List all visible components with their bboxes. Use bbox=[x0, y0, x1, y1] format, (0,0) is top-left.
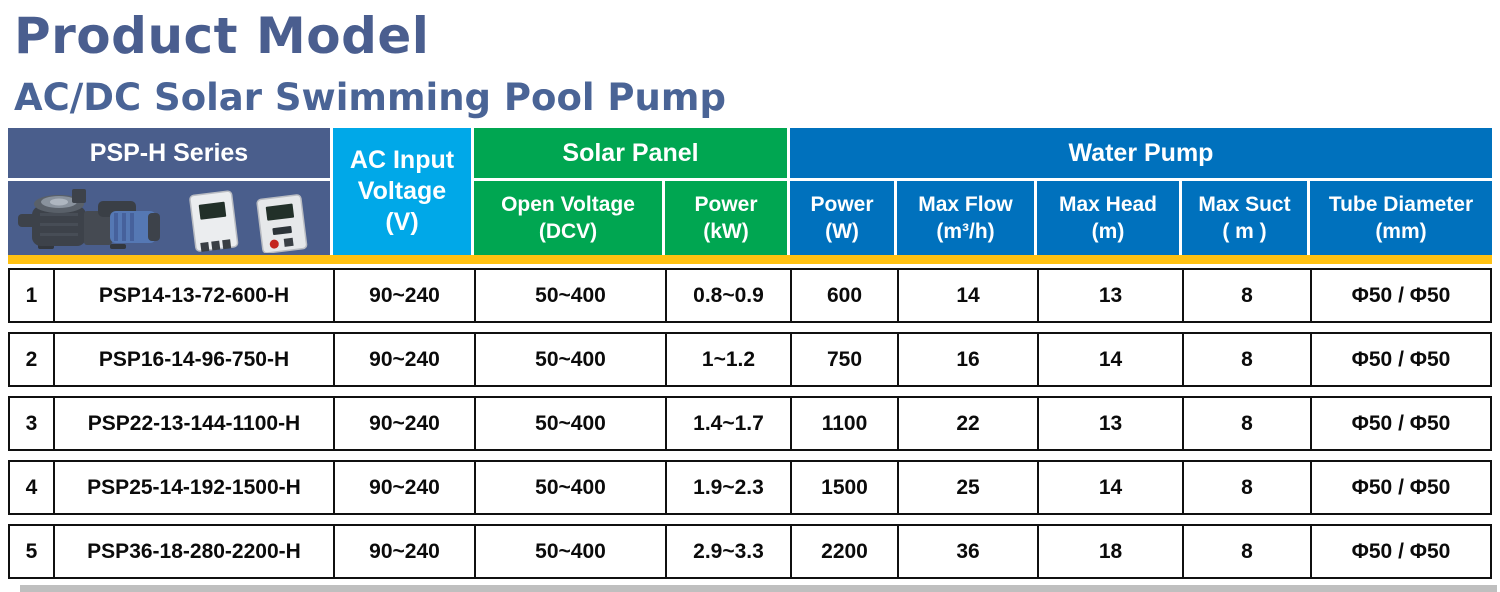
power-kw-cell: 1.4~1.7 bbox=[667, 398, 792, 449]
max-flow-cell: 25 bbox=[899, 462, 1039, 513]
row-number: 1 bbox=[10, 270, 55, 321]
power-kw-cell: 1~1.2 bbox=[667, 334, 792, 385]
max-head-cell: 18 bbox=[1039, 526, 1184, 577]
power-w-header: Power (W) bbox=[790, 181, 897, 255]
max-flow-cell: 22 bbox=[899, 398, 1039, 449]
power-kw-header: Power (kW) bbox=[694, 193, 758, 243]
max-flow-cell: 36 bbox=[899, 526, 1039, 577]
max-flow-cell: 14 bbox=[899, 270, 1039, 321]
ac-input-voltage-header: AC Input Voltage (V) bbox=[333, 128, 474, 255]
open-voltage-cell: 50~400 bbox=[476, 270, 667, 321]
max-suct-header: Max Suct ( m ) bbox=[1182, 181, 1310, 255]
table-row: 1 PSP14-13-72-600-H 90~240 50~400 0.8~0.… bbox=[8, 268, 1492, 323]
power-kw-cell: 2.9~3.3 bbox=[667, 526, 792, 577]
open-voltage-cell: 50~400 bbox=[476, 462, 667, 513]
solar-panel-subheaders: Open Voltage (DCV) Power (kW) bbox=[474, 181, 787, 255]
ac-input-cell: 90~240 bbox=[335, 270, 476, 321]
max-head-cell: 13 bbox=[1039, 398, 1184, 449]
table-row: 5 PSP36-18-280-2200-H 90~240 50~400 2.9~… bbox=[8, 524, 1492, 579]
power-kw-cell: 1.9~2.3 bbox=[667, 462, 792, 513]
model-cell: PSP16-14-96-750-H bbox=[55, 334, 335, 385]
max-flow-cell: 16 bbox=[899, 334, 1039, 385]
max-head-header: Max Head (m) bbox=[1037, 181, 1182, 255]
table-header: PSP-H Series bbox=[8, 128, 1492, 255]
column-group-solar-panel: Solar Panel Open Voltage (DCV) Power (kW… bbox=[474, 128, 790, 255]
column-group-series: PSP-H Series bbox=[8, 128, 333, 255]
open-voltage-cell: 50~400 bbox=[476, 398, 667, 449]
ac-input-cell: 90~240 bbox=[335, 334, 476, 385]
power-w-cell: 1100 bbox=[792, 398, 899, 449]
max-flow-header: Max Flow (m³/h) bbox=[897, 181, 1037, 255]
max-head-cell: 13 bbox=[1039, 270, 1184, 321]
tube-diameter-cell: Φ50 / Φ50 bbox=[1351, 347, 1451, 371]
tube-diameter-cell: Φ50 / Φ50 bbox=[1351, 283, 1451, 307]
power-w-cell: 2200 bbox=[792, 526, 899, 577]
max-suct-cell: 8 bbox=[1184, 334, 1312, 385]
row-number: 3 bbox=[10, 398, 55, 449]
power-w-cell: 600 bbox=[792, 270, 899, 321]
max-head-cell: 14 bbox=[1039, 334, 1184, 385]
model-cell: PSP22-13-144-1100-H bbox=[55, 398, 335, 449]
max-suct-cell: 8 bbox=[1184, 526, 1312, 577]
max-suct-cell: 8 bbox=[1184, 398, 1312, 449]
model-cell: PSP36-18-280-2200-H bbox=[55, 526, 335, 577]
power-w-cell: 1500 bbox=[792, 462, 899, 513]
spec-table: PSP-H Series bbox=[8, 128, 1497, 592]
ac-input-cell: 90~240 bbox=[335, 526, 476, 577]
model-cell: PSP25-14-192-1500-H bbox=[55, 462, 335, 513]
table-row: 3 PSP22-13-144-1100-H 90~240 50~400 1.4~… bbox=[8, 396, 1492, 451]
pump-controller-icon bbox=[255, 194, 307, 253]
row-number: 5 bbox=[10, 526, 55, 577]
power-w-cell: 750 bbox=[792, 334, 899, 385]
solar-panel-header-label: Solar Panel bbox=[474, 128, 787, 181]
pump-controller-icon bbox=[188, 190, 238, 252]
table-row: 2 PSP16-14-96-750-H 90~240 50~400 1~1.2 … bbox=[8, 332, 1492, 387]
ac-input-cell: 90~240 bbox=[335, 462, 476, 513]
tube-diameter-header: Tube Diameter (mm) bbox=[1328, 193, 1474, 243]
water-pump-header-label: Water Pump bbox=[790, 128, 1492, 181]
model-cell: PSP14-13-72-600-H bbox=[55, 270, 335, 321]
max-head-cell: 14 bbox=[1039, 462, 1184, 513]
table-row: 4 PSP25-14-192-1500-H 90~240 50~400 1.9~… bbox=[8, 460, 1492, 515]
column-group-water-pump: Water Pump Power (W) Max Flow (m³/h) Max… bbox=[790, 128, 1492, 255]
tube-diameter-cell: Φ50 / Φ50 bbox=[1351, 475, 1451, 499]
series-header-label: PSP-H Series bbox=[8, 128, 330, 181]
tube-diameter-cell: Φ50 / Φ50 bbox=[1351, 411, 1451, 435]
open-voltage-cell: 50~400 bbox=[476, 334, 667, 385]
accent-divider-bar bbox=[8, 255, 1492, 264]
pool-pump-photo bbox=[17, 189, 307, 253]
open-voltage-cell: 50~400 bbox=[476, 526, 667, 577]
product-photos-cell bbox=[8, 181, 330, 255]
row-number: 2 bbox=[10, 334, 55, 385]
page-title: Product Model bbox=[14, 7, 430, 65]
row-number: 4 bbox=[10, 462, 55, 513]
table-drop-shadow bbox=[20, 585, 1497, 592]
water-pump-subheaders: Power (W) Max Flow (m³/h) Max Head (m) M… bbox=[790, 181, 1492, 255]
max-suct-cell: 8 bbox=[1184, 270, 1312, 321]
open-voltage-header: Open Voltage (DCV) bbox=[474, 181, 665, 255]
power-kw-cell: 0.8~0.9 bbox=[667, 270, 792, 321]
ac-input-cell: 90~240 bbox=[335, 398, 476, 449]
pool-pump-icon bbox=[17, 189, 160, 249]
tube-diameter-cell: Φ50 / Φ50 bbox=[1351, 539, 1451, 563]
max-suct-cell: 8 bbox=[1184, 462, 1312, 513]
page-subtitle: AC/DC Solar Swimming Pool Pump bbox=[14, 76, 726, 119]
